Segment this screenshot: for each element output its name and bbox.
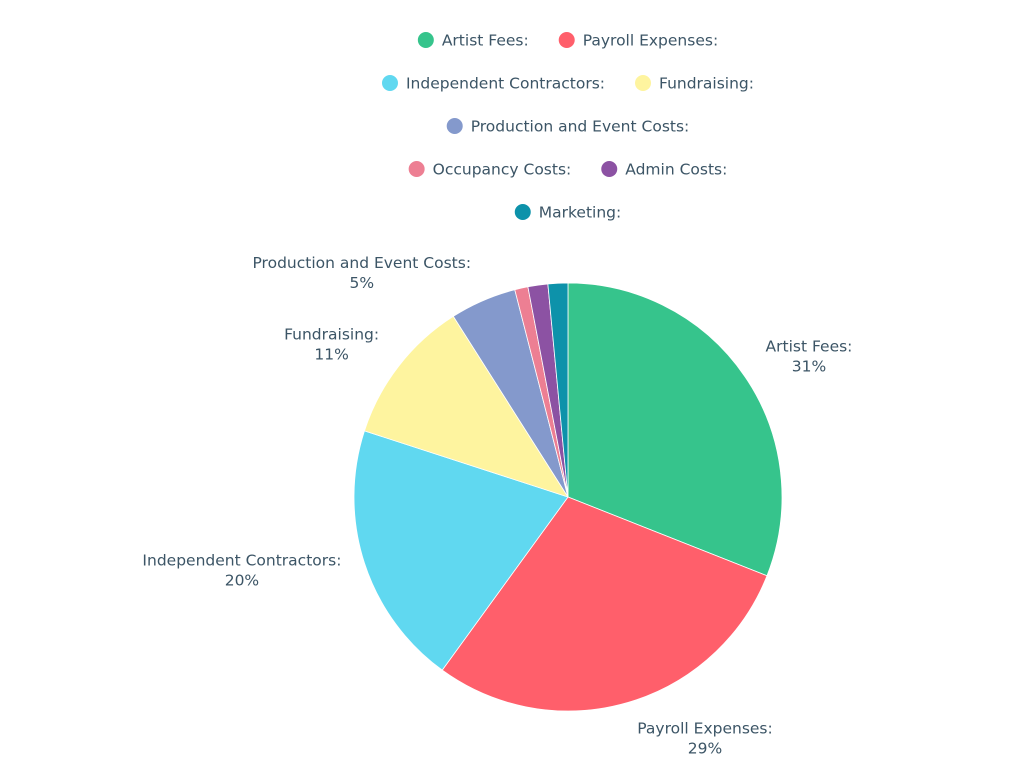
slice-label-production-and-event-costs: Production and Event Costs: 5%	[252, 254, 471, 292]
pie-slice-payroll-expenses	[441, 496, 768, 712]
legend-swatch	[601, 161, 618, 177]
legend: Artist Fees: Payroll Expenses: Independent…	[381, 32, 754, 222]
legend-item-independent-contractors: Independent Contractors:	[381, 75, 605, 93]
slice-label-name: Fundraising:	[284, 326, 379, 344]
legend-swatch	[558, 32, 575, 48]
legend-label: Artist Fees:	[442, 32, 529, 50]
slice-label-value: 5%	[349, 274, 374, 292]
slice-label-payroll-expenses: Payroll Expenses: 29%	[637, 720, 772, 758]
slice-label-artist-fees: Artist Fees: 31%	[766, 337, 853, 375]
legend-swatch	[381, 75, 398, 91]
slice-label-independent-contractors: Independent Contractors: 20%	[142, 551, 341, 589]
slice-label-name: Production and Event Costs:	[252, 254, 471, 272]
legend-item-payroll-expenses: Payroll Expenses:	[558, 32, 718, 50]
slice-label-fundraising: Fundraising: 11%	[284, 326, 379, 364]
legend-swatch	[408, 161, 425, 177]
legend-label: Marketing:	[539, 204, 621, 222]
slice-labels: Artist Fees: 31% Payroll Expenses: 29% Indep…	[142, 254, 852, 757]
slice-label-name: Artist Fees:	[766, 337, 853, 355]
legend-label: Fundraising:	[659, 75, 754, 93]
legend-swatch	[446, 118, 463, 134]
legend-swatch	[417, 32, 434, 48]
legend-item-fundraising: Fundraising:	[635, 75, 754, 93]
legend-item-production-and-event-costs: Production and Event Costs:	[446, 118, 690, 136]
slice-label-value: 11%	[314, 346, 348, 364]
pie-slice-fundraising	[363, 315, 569, 498]
slice-label-value: 29%	[688, 740, 722, 758]
pie-slice-marketing	[547, 282, 569, 498]
legend-swatch	[514, 204, 531, 220]
legend-label: Admin Costs:	[625, 161, 727, 179]
slice-label-name: Independent Contractors:	[142, 551, 341, 569]
slice-label-value: 31%	[792, 357, 826, 375]
pie-slice-artist-fees	[567, 282, 783, 577]
pie-slices	[353, 282, 783, 712]
legend-item-artist-fees: Artist Fees:	[417, 32, 529, 50]
slice-label-name: Payroll Expenses:	[637, 720, 772, 738]
legend-swatch	[635, 75, 652, 91]
legend-label: Payroll Expenses:	[583, 32, 718, 50]
legend-item-marketing: Marketing:	[514, 204, 621, 222]
slice-label-value: 20%	[225, 571, 259, 589]
legend-item-admin-costs: Admin Costs:	[601, 161, 727, 179]
legend-label: Production and Event Costs:	[471, 118, 690, 136]
legend-label: Independent Contractors:	[406, 75, 605, 93]
pie-slice-independent-contractors	[353, 430, 569, 671]
legend-label: Occupancy Costs:	[433, 161, 572, 179]
legend-item-occupancy-costs: Occupancy Costs:	[408, 161, 572, 179]
